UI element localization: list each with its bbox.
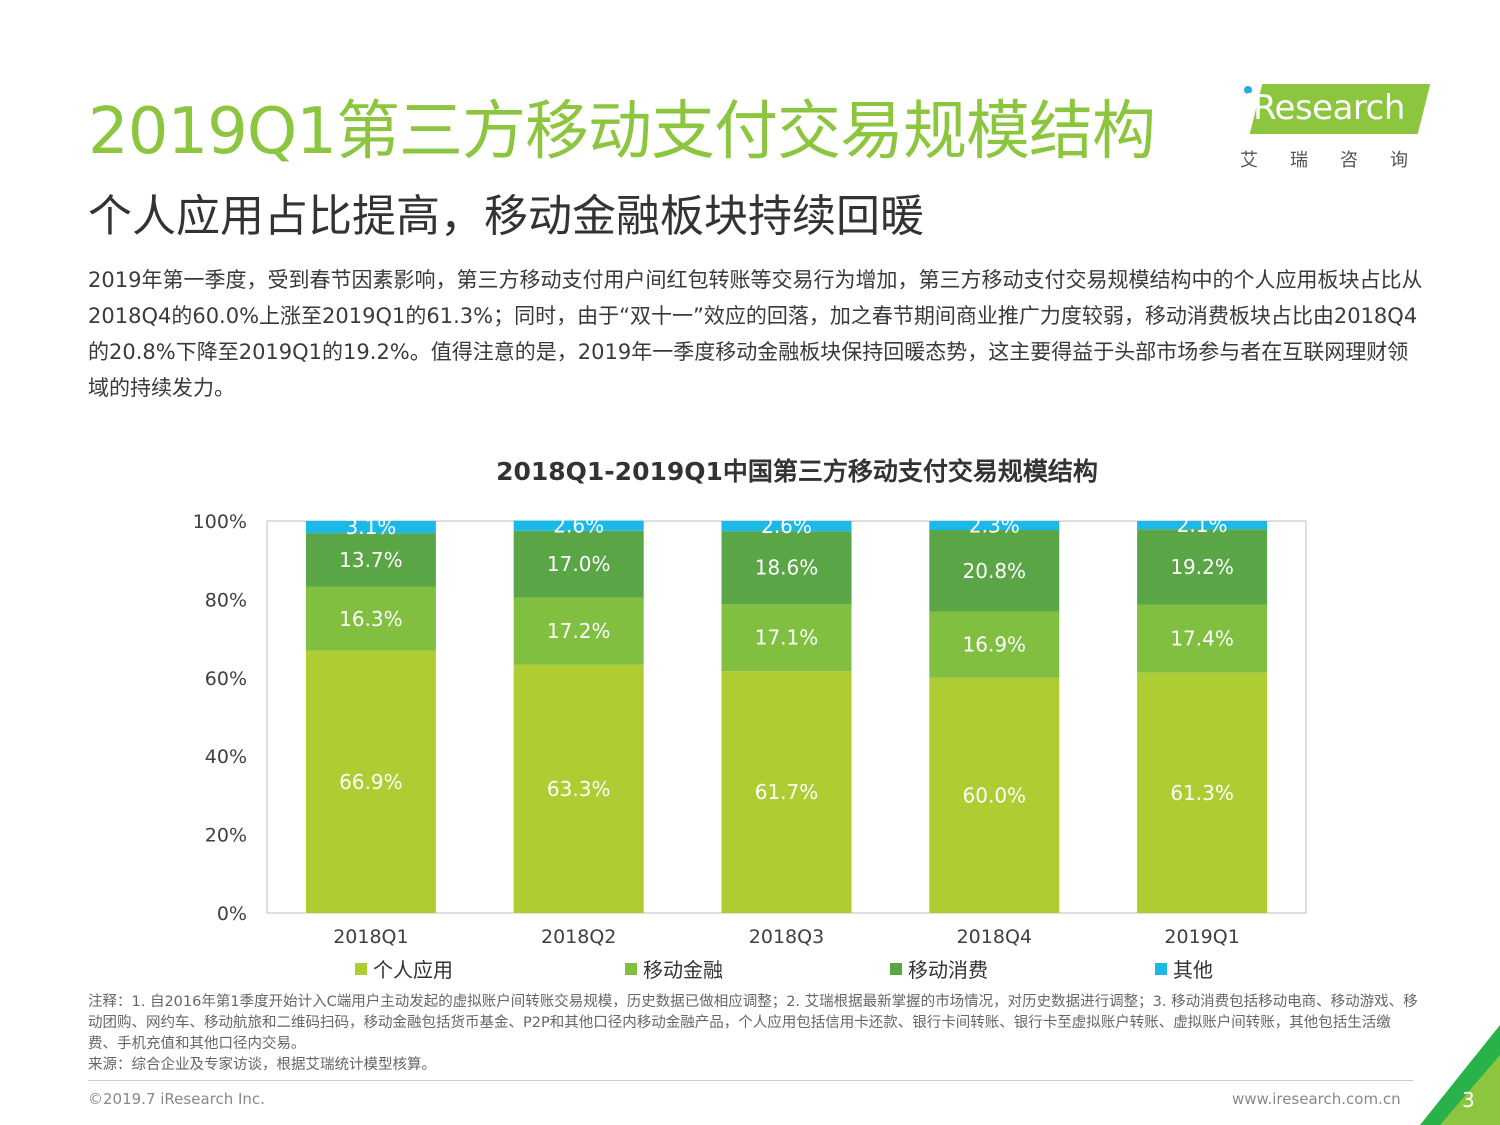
data-label: 66.9%	[339, 770, 403, 794]
iresearch-logo: iResearch 艾瑞咨询	[1236, 78, 1431, 174]
data-label: 13.7%	[339, 548, 403, 572]
y-tick-label: 20%	[205, 825, 247, 847]
bar-segment	[929, 611, 1060, 678]
data-label: 17.2%	[547, 619, 611, 643]
copyright: ©2019.7 iResearch Inc.	[88, 1090, 265, 1108]
summary-paragraph: 2019年第一季度，受到春节因素影响，第三方移动支付用户间红包转账等交易行为增加…	[88, 268, 1423, 400]
x-tick-label: 2019Q1	[1164, 926, 1239, 948]
data-label: 3.1%	[345, 515, 396, 539]
legend-swatch	[1155, 962, 1167, 975]
x-tick-label: 2018Q4	[957, 926, 1032, 948]
y-tick-label: 80%	[205, 589, 247, 611]
page-title: 2019Q1第三方移动支付交易规模结构	[88, 95, 1156, 169]
bar-segment	[513, 597, 644, 665]
data-label: 61.3%	[1170, 781, 1234, 805]
legend-item: 其他	[1155, 954, 1213, 983]
data-label: 63.3%	[547, 777, 611, 801]
note-text: 注释：1. 自2016年第1季度开始计入C端用户主动发起的虚拟账户间转账交易规模…	[88, 994, 1418, 1052]
bar-segment	[513, 664, 644, 913]
bar-segment	[929, 521, 1060, 531]
legend-label: 移动消费	[908, 958, 988, 982]
data-label: 2.6%	[761, 514, 812, 538]
logo-dot-icon	[1244, 86, 1252, 94]
data-label: 2.3%	[969, 514, 1020, 538]
chart-legend: 个人应用 移动金融 移动消费 其他	[0, 954, 1500, 984]
page-subtitle: 个人应用占比提高，移动金融板块持续回暖	[88, 191, 924, 242]
corner-decoration	[1420, 1025, 1500, 1125]
bar-segment	[305, 650, 436, 913]
bar-segment	[721, 521, 852, 532]
legend-swatch	[625, 962, 637, 975]
source-text: 来源：综合企业及专家访谈，根据艾瑞统计模型核算。	[88, 1057, 436, 1073]
legend-item: 移动消费	[890, 954, 988, 983]
logo-subtitle: 艾瑞咨询	[1240, 150, 1440, 171]
bar-segment	[1137, 521, 1268, 530]
logo-brand: iResearch	[1244, 88, 1405, 128]
bar-segment	[305, 521, 436, 534]
bar-segment	[305, 586, 436, 651]
data-label: 18.6%	[755, 556, 819, 580]
x-tick-label: 2018Q1	[333, 926, 408, 948]
footer-divider	[88, 1080, 1413, 1081]
bar-segment	[513, 520, 644, 531]
data-label: 17.1%	[755, 626, 819, 650]
bar-segment	[513, 530, 644, 598]
chart-notes: 注释：1. 自2016年第1季度开始计入C端用户主动发起的虚拟账户间转账交易规模…	[88, 992, 1418, 1076]
data-label: 61.7%	[755, 780, 819, 804]
legend-swatch	[890, 962, 902, 975]
data-label: 2.1%	[1177, 513, 1228, 537]
bar-segment	[929, 530, 1060, 612]
data-label: 16.3%	[339, 607, 403, 631]
y-tick-label: 40%	[205, 746, 247, 768]
data-label: 60.0%	[963, 783, 1027, 807]
bar-segment	[929, 677, 1060, 913]
bar-segment	[1137, 672, 1268, 913]
data-label: 2.6%	[553, 514, 604, 538]
bar-segment	[305, 533, 436, 587]
legend-swatch	[355, 962, 367, 975]
bar-segment	[721, 604, 852, 672]
x-tick-label: 2018Q2	[541, 926, 616, 948]
data-label: 20.8%	[963, 559, 1027, 583]
data-label: 19.2%	[1170, 555, 1234, 579]
bar-segment	[721, 531, 852, 605]
legend-item: 个人应用	[355, 954, 453, 983]
bar-segment	[1137, 529, 1268, 605]
website-link[interactable]: www.iresearch.com.cn	[1232, 1090, 1401, 1108]
legend-label: 其他	[1173, 958, 1213, 982]
chart-title: 2018Q1-2019Q1中国第三方移动支付交易规模结构	[496, 457, 1098, 486]
bar-segment	[1137, 604, 1268, 673]
legend-label: 移动金融	[643, 958, 723, 982]
legend-item: 移动金融	[625, 954, 723, 983]
x-tick-label: 2018Q3	[749, 926, 824, 948]
data-label: 17.4%	[1170, 627, 1234, 651]
page-number: 3	[1462, 1088, 1475, 1112]
bar-segment	[721, 671, 852, 913]
data-label: 16.9%	[963, 633, 1027, 657]
data-label: 17.0%	[547, 552, 611, 576]
legend-label: 个人应用	[373, 958, 453, 982]
y-tick-label: 0%	[217, 903, 247, 925]
y-tick-label: 100%	[193, 511, 247, 533]
y-tick-label: 60%	[205, 668, 247, 690]
